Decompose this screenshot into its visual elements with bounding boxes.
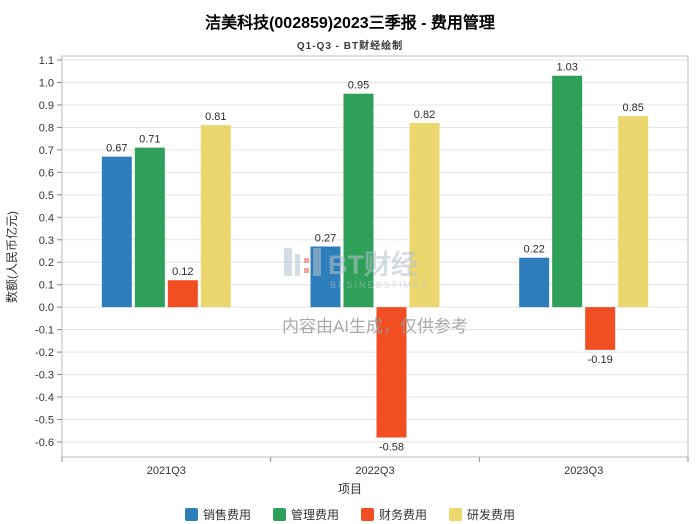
legend-label: 销售费用 — [202, 508, 251, 522]
watermark-brand-text: BT财经 — [328, 249, 418, 280]
x-tick-label: 2022Q3 — [355, 465, 394, 477]
chart-subtitle: Q1-Q3 - BT财经绘制 — [296, 41, 404, 52]
bar — [409, 122, 440, 308]
value-labels: 0.67 0.71 0.12 0.81 0.27 0.95 -0.58 0.82 0.22 1.0… — [106, 62, 644, 454]
watermark-ai-note: 内容由AI生成，仅供参考 — [282, 317, 468, 336]
y-tick-label: 0.3 — [39, 235, 54, 247]
y-tick-label: 0.9 — [39, 100, 54, 112]
legend-item[interactable]: 财务费用 — [361, 506, 427, 523]
y-tick-label: 1.1 — [39, 55, 54, 67]
y-tick-label: 0.8 — [39, 122, 54, 134]
legend-label: 财务费用 — [379, 508, 428, 522]
bar-value-label: 0.82 — [414, 109, 435, 121]
bar-value-label: 0.95 — [348, 80, 369, 92]
y-tick-label: -0.1 — [35, 325, 54, 337]
legend-swatch — [184, 508, 198, 521]
bar — [134, 147, 165, 308]
bar-value-label: 0.27 — [315, 233, 336, 245]
legend: 销售费用 管理费用 财务费用 研发费用 — [0, 506, 700, 523]
y-tick-label: -0.2 — [35, 347, 54, 359]
chart-title: 洁美科技(002859)2023三季报 - 费用管理 — [205, 15, 495, 32]
bar-value-label: -0.58 — [379, 442, 404, 454]
bar-value-label: 0.67 — [106, 143, 127, 155]
y-tick-label: 0.6 — [39, 167, 54, 179]
bar — [167, 280, 198, 308]
legend-item[interactable]: 研发费用 — [449, 506, 515, 523]
legend-item[interactable]: 销售费用 — [184, 506, 251, 523]
bar-value-label: 0.71 — [139, 134, 160, 146]
bar-value-label: 1.03 — [556, 62, 577, 74]
y-tick-label: -0.4 — [35, 392, 54, 404]
bar-value-label: 0.12 — [172, 266, 193, 278]
bar — [519, 257, 550, 308]
y-axis-title: 数额(人民币亿元) — [4, 211, 19, 303]
watermark: BT财经 BUSINESSTIMES — [284, 248, 429, 290]
y-tick-label: 0.1 — [39, 280, 54, 292]
y-tick-label: 0.2 — [39, 257, 54, 269]
bar-value-label: 0.81 — [205, 111, 226, 123]
legend-swatch — [361, 508, 374, 521]
bar — [200, 125, 231, 308]
legend-label: 研发费用 — [467, 508, 516, 522]
y-tick-label: 0.5 — [39, 190, 54, 202]
bar — [101, 156, 132, 308]
bar-value-label: 0.85 — [622, 102, 643, 114]
bars — [101, 75, 649, 438]
bar — [552, 75, 583, 308]
y-tick-label: 0.4 — [39, 212, 54, 224]
bar-value-label: -0.19 — [588, 354, 613, 366]
y-tick-label: 0.7 — [39, 145, 54, 157]
legend-swatch — [272, 508, 286, 521]
bar-value-label: 0.22 — [523, 244, 544, 256]
axes: -0.6 -0.5 -0.4 -0.3 -0.2 -0.1 0.0 0.1 0.2 0.3 0.4 0… — [35, 55, 689, 477]
legend-swatch — [449, 508, 463, 521]
y-tick-label: -0.5 — [35, 415, 54, 427]
gridlines — [62, 59, 688, 443]
x-tick-label: 2023Q3 — [564, 465, 603, 477]
bar-chart: -0.6 -0.5 -0.4 -0.3 -0.2 -0.1 0.0 0.1 0.2 0.3 0.4 0… — [4, 55, 689, 477]
y-tick-label: -0.6 — [35, 437, 54, 449]
x-tick-label: 2021Q3 — [147, 465, 186, 477]
y-tick-label: -0.3 — [35, 370, 54, 382]
bt-logo-icon — [284, 248, 321, 276]
legend-label: 管理费用 — [290, 508, 339, 522]
watermark-brand-subtext: BUSINESSTIMES — [330, 280, 429, 290]
bar — [376, 307, 407, 438]
legend-item[interactable]: 管理费用 — [272, 506, 339, 523]
y-tick-label: 1.0 — [39, 77, 54, 89]
bar — [618, 116, 649, 308]
x-axis-title: 项目 — [337, 482, 362, 496]
plot-border — [61, 55, 689, 458]
bar — [343, 93, 374, 308]
bar — [585, 307, 616, 350]
y-tick-label: 0.0 — [39, 302, 54, 314]
